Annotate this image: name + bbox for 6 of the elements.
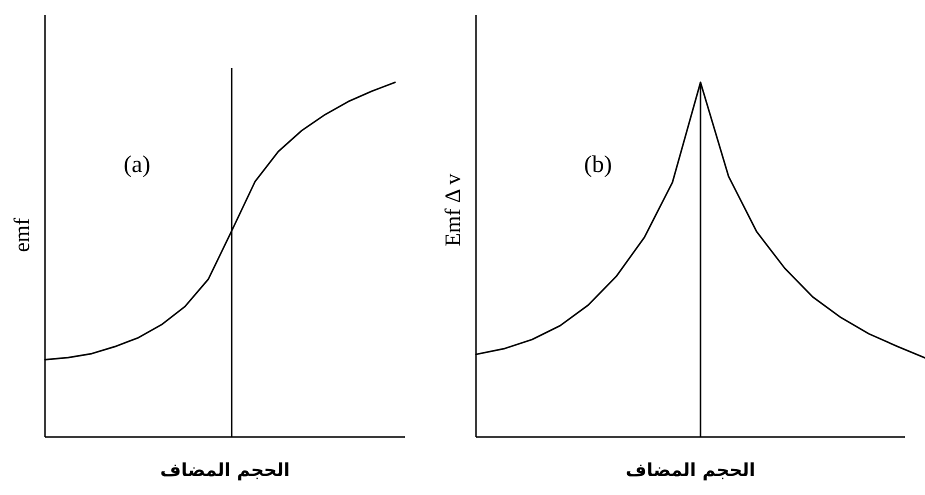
annotation: (a) bbox=[124, 152, 150, 178]
annotation: (b) bbox=[584, 152, 612, 178]
x-axis-title: الحجم المضاف bbox=[160, 460, 290, 481]
x-axis-title: الحجم المضاف bbox=[626, 460, 756, 481]
y-axis-title: emf bbox=[9, 217, 34, 252]
y-axis-title: Emf Δ v bbox=[440, 174, 465, 246]
